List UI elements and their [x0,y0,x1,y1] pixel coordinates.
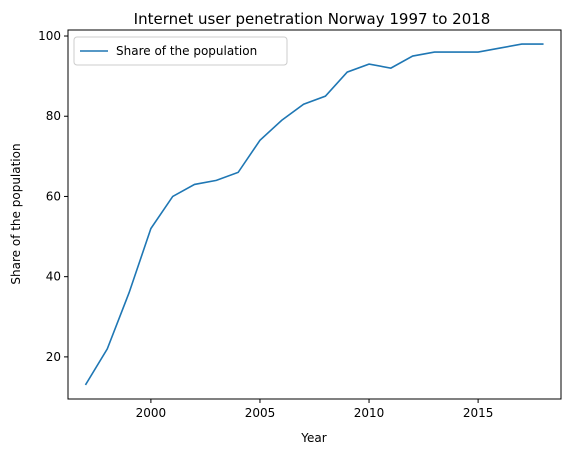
y-tick-label: 20 [46,350,61,364]
x-tick-label: 2015 [463,406,494,420]
x-axis: 2000 2005 2010 2015 [136,399,494,420]
legend-box [73,36,288,66]
y-axis: 20 40 60 80 100 [38,29,68,364]
plot-frame [67,29,562,400]
y-axis-label: Share of the population [9,143,23,284]
y-tick-label: 80 [46,109,61,123]
x-tick-label: 2010 [354,406,385,420]
legend-label: Share of the population [116,44,257,58]
y-tick-label: 60 [46,189,61,203]
y-tick-label: 100 [38,29,61,43]
legend: Share of the population [73,36,288,66]
x-tick-label: 2005 [245,406,276,420]
x-tick-label: 2000 [136,406,167,420]
plot-area: 2000 2005 2010 2015 20 40 60 80 100 [38,29,562,420]
chart-title: Internet user penetration Norway 1997 to… [134,10,491,28]
y-tick-label: 40 [46,270,61,284]
series-line-share-of-population [84,43,544,386]
x-axis-label: Year [300,431,326,445]
